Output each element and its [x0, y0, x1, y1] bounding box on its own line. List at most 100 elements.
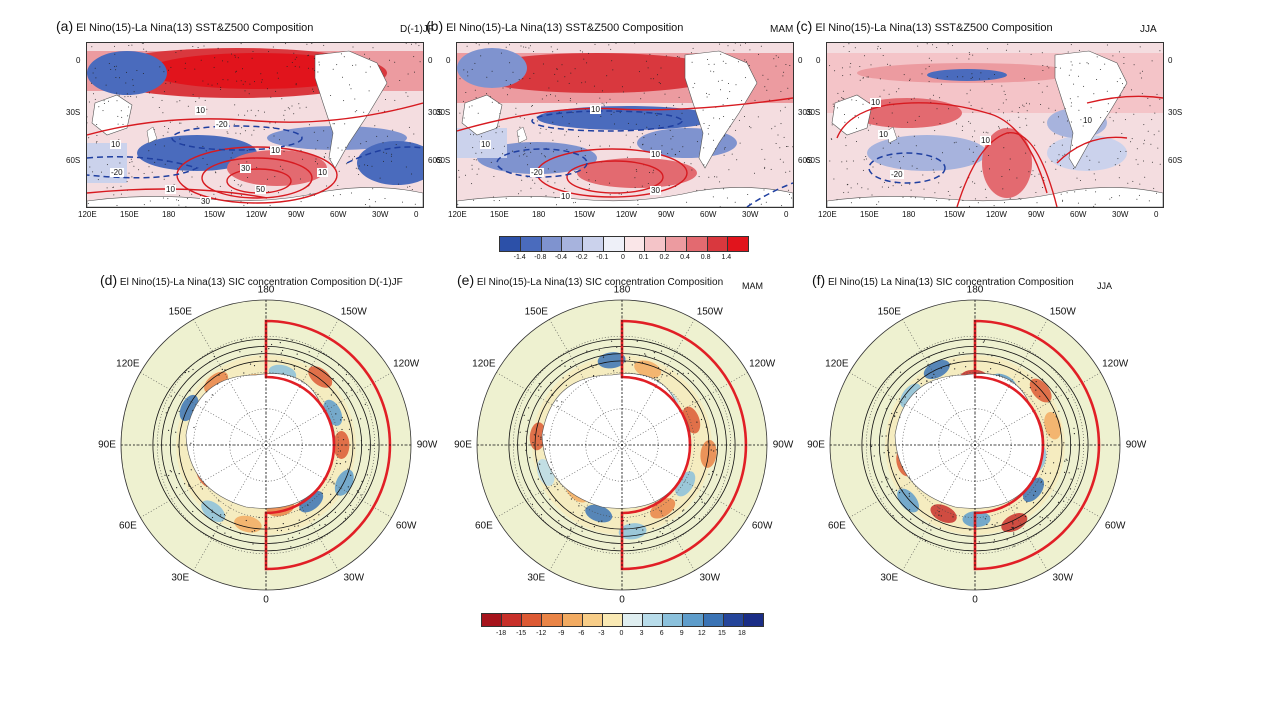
colorbar-swatch [686, 237, 708, 251]
x-tick-label: 150E [860, 210, 879, 219]
colorbar-label: -0.4 [554, 254, 568, 261]
polar-lon-label: 120E [116, 358, 140, 370]
polar-lon-label: 150W [340, 306, 367, 318]
colorbar-swatch [703, 614, 724, 626]
polar-lon-label: 150W [1049, 306, 1076, 318]
polar-lon-label: 120W [749, 358, 776, 370]
colorbar-label: -1.4 [513, 254, 526, 261]
colorbar-swatch [622, 614, 644, 626]
polar-lon-label: 150E [877, 306, 901, 318]
sst-z500-panel-a: (a) El Nino(15)-La Nina(13) SST&Z500 Com… [56, 14, 442, 234]
x-tick-label: 150E [490, 210, 509, 219]
colorbar-swatch [562, 237, 583, 251]
x-tick-label: 120W [616, 210, 637, 219]
x-tick-label: 120W [246, 210, 267, 219]
colorbar-swatch [743, 614, 763, 626]
polar-lon-label: 60W [751, 520, 773, 532]
y-tick-label-right: 30S [1168, 108, 1183, 117]
colorbar-swatch [723, 614, 744, 626]
sic-panel-title-f: (f) El Nino(15) La Nina(13) SIC concentr… [812, 272, 1074, 288]
colorbar-label: 15 [717, 630, 726, 637]
sst-z500-panel-c: (c) El Nino(15)-La Nina(13) SST&Z500 Com… [796, 14, 1182, 234]
colorbar-swatch [624, 237, 646, 251]
sic-colorbar [481, 613, 764, 627]
y-tick-label: 60S [66, 156, 81, 165]
colorbar-swatch [707, 237, 729, 251]
colorbar-label: 0.8 [700, 254, 711, 261]
polar-lon-label: 90W [416, 439, 438, 451]
sic-polar-map [829, 299, 1121, 591]
polar-lon-label: 0 [263, 594, 269, 606]
polar-lon-label: 150W [696, 306, 723, 318]
x-tick-label: 180 [162, 210, 176, 219]
colorbar-swatch [643, 614, 664, 626]
y-tick-label: 0 [446, 56, 451, 65]
x-tick-label: 120E [818, 210, 837, 219]
polar-lon-label: 90E [807, 439, 825, 451]
colorbar-label: -0.1 [596, 254, 609, 261]
x-tick-label: 150W [944, 210, 965, 219]
polar-lon-label: 120W [1102, 358, 1129, 370]
colorbar-swatch [728, 237, 748, 251]
colorbar-swatch [602, 614, 623, 626]
contour-label: 10 [980, 136, 991, 145]
colorbar-label: -9 [558, 630, 565, 637]
sic-panel-title-e: (e) El Nino(15)-La Nina(13) SIC concentr… [457, 272, 723, 288]
colorbar-label: 6 [659, 630, 664, 637]
x-tick-label: 90W [658, 210, 675, 219]
colorbar-label: -6 [578, 630, 585, 637]
panel-title: (a) El Nino(15)-La Nina(13) SST&Z500 Com… [56, 18, 313, 34]
y-tick-label-right: 60S [1168, 156, 1183, 165]
polar-lon-label: 150E [524, 306, 548, 318]
panel-title-text: El Nino(15)-La Nina(13) SST&Z500 Composi… [73, 22, 314, 34]
contour-label: 30 [650, 186, 661, 195]
polar-lon-label: 120E [472, 358, 496, 370]
x-tick-label: 0 [414, 210, 419, 219]
colorbar-swatch [583, 237, 604, 251]
panel-label: (b) [426, 18, 444, 34]
sic-polar-map [476, 299, 768, 591]
y-tick-label-right: 0 [1168, 56, 1173, 65]
panel-label: (f) [812, 272, 826, 288]
contour-label: -20 [110, 168, 124, 177]
x-tick-label: 150W [204, 210, 225, 219]
panel-title-text: El Nino(15)-La Nina(13) SIC concentratio… [117, 277, 403, 288]
colorbar-label: 0 [619, 630, 624, 637]
y-tick-label: 30S [66, 108, 81, 117]
colorbar-swatch [603, 237, 625, 251]
colorbar-swatch [666, 237, 687, 251]
polar-lon-label: 30E [527, 572, 546, 584]
colorbar-label: -15 [516, 630, 527, 637]
panel-title: (b) El Nino(15)-La Nina(13) SST&Z500 Com… [426, 18, 683, 34]
colorbar-swatch [522, 614, 543, 626]
x-tick-label: 30W [1112, 210, 1129, 219]
contour-label: -20 [530, 168, 544, 177]
polar-lon-label: 180 [257, 284, 275, 296]
panel-title-text: El Nino(15)-La Nina(13) SIC concentratio… [474, 277, 724, 288]
polar-lon-label: 150E [168, 306, 192, 318]
polar-lon-label: 60E [827, 520, 846, 532]
y-tick-label-right: 0 [798, 56, 803, 65]
y-tick-label: 30S [806, 108, 821, 117]
polar-lon-label: 90E [454, 439, 472, 451]
contour-label: 10 [165, 185, 176, 194]
colorbar-swatch [663, 614, 684, 626]
panel-title-text: El Nino(15)-La Nina(13) SST&Z500 Composi… [812, 22, 1053, 34]
x-tick-label: 30W [742, 210, 759, 219]
colorbar-label: 12 [697, 630, 706, 637]
contour-label: 10 [110, 140, 121, 149]
contour-label: 10 [480, 140, 491, 149]
season-label: D(-1)JF [400, 24, 434, 35]
season-label: MAM [770, 24, 794, 35]
season-label: JJA [1097, 281, 1113, 291]
x-tick-label: 0 [784, 210, 789, 219]
polar-lon-label: 180 [613, 284, 631, 296]
sic-panel-title-d: (d) El Nino(15)-La Nina(13) SIC concentr… [100, 272, 403, 288]
sst-map [826, 42, 1164, 208]
polar-lon-label: 30W [699, 572, 721, 584]
colorbar-label: 0.4 [680, 254, 690, 261]
y-tick-label-right: 60S [798, 156, 813, 165]
polar-lon-label: 60W [1104, 520, 1126, 532]
colorbar-label: 9 [679, 630, 684, 637]
polar-lon-label: 90W [772, 439, 794, 451]
